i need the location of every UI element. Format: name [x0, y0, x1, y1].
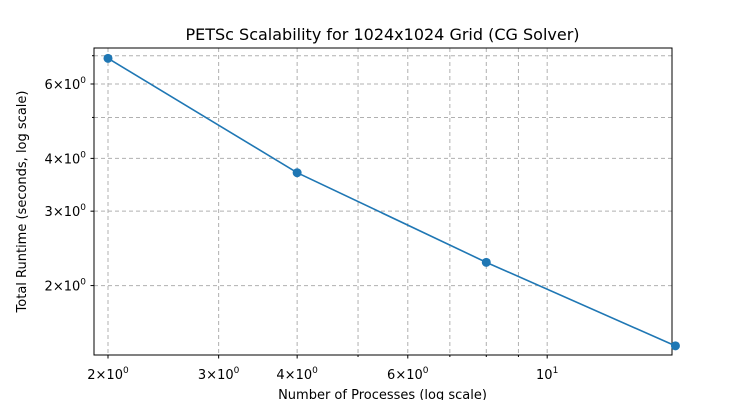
- y-tick-label: 3×100: [45, 203, 87, 220]
- x-tick-label: 6×100: [387, 366, 429, 383]
- plot-frame: [93, 47, 673, 356]
- data-point: [670, 341, 680, 351]
- series-line: [107, 57, 676, 347]
- chart-title: PETSc Scalability for 1024x1024 Grid (CG…: [185, 25, 579, 44]
- x-tick-label: 2×100: [87, 366, 129, 383]
- data-series: [103, 53, 680, 351]
- y-tick-label: 2×100: [45, 278, 87, 295]
- grid-lines: [94, 48, 672, 355]
- y-tick-label: 6×100: [45, 76, 87, 93]
- x-tick-label: 4×100: [276, 366, 318, 383]
- x-tick-label: 101: [536, 366, 558, 383]
- x-axis-label: Number of Processes (log scale): [278, 388, 487, 400]
- y-tick-label: 4×100: [45, 150, 87, 167]
- y-axis-label: Total Runtime (seconds, log scale): [15, 91, 30, 314]
- x-tick-label: 3×100: [198, 366, 240, 383]
- axis-ticks: 2×100 3×100 4×100 6×100 101 2×100 3×100 4×100 6×…: [45, 55, 558, 383]
- data-point: [103, 53, 113, 63]
- data-point: [481, 257, 491, 267]
- data-point: [292, 168, 302, 178]
